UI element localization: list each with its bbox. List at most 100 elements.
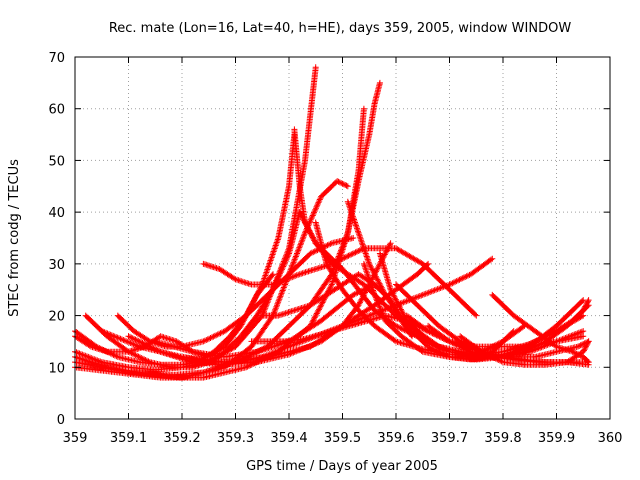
data-point-run [205, 344, 227, 360]
data-point-run [200, 328, 227, 345]
data-point-run [291, 126, 303, 188]
data-point-run [243, 293, 270, 319]
series-27 [259, 271, 394, 319]
data-point-run [446, 271, 473, 288]
data-point-run [500, 359, 526, 368]
data-point-run [382, 317, 404, 339]
data-point-run [114, 353, 141, 365]
data-point-run [296, 209, 318, 245]
data-point-run [232, 354, 264, 366]
data-point-run [371, 281, 393, 302]
data-point-run [350, 282, 377, 298]
data-point-run [302, 65, 319, 164]
data-point-run [318, 292, 355, 324]
data-point-run [98, 328, 141, 349]
data-point-run [532, 349, 558, 360]
x-tick-label: 360 [598, 431, 623, 446]
y-tick-label: 20 [48, 310, 65, 325]
y-tick-label: 50 [48, 154, 65, 169]
data-point-run [542, 359, 569, 368]
data-point-run [286, 210, 303, 257]
data-point-run [446, 338, 473, 355]
data-point-run [532, 328, 559, 349]
y-axis-label: STEC from codg / TECUs [7, 159, 22, 317]
x-tick-label: 359.7 [431, 431, 468, 446]
data-point [580, 333, 587, 340]
data-point-run [114, 312, 136, 333]
series-24 [489, 291, 592, 366]
data-point [344, 183, 351, 190]
data-point-run [328, 246, 366, 267]
data-point-run [355, 271, 377, 287]
y-tick-label: 30 [48, 258, 65, 273]
x-tick-label: 359.9 [538, 431, 575, 446]
data-point [580, 328, 587, 335]
data-point-run [457, 333, 484, 354]
x-tick-label: 359.1 [110, 431, 147, 446]
data-point-run [371, 322, 398, 344]
data-point-run [323, 282, 345, 298]
series-26 [114, 235, 357, 350]
x-tick-label: 359.3 [217, 431, 254, 446]
data-point-run [435, 343, 462, 355]
data-point-run [286, 333, 318, 350]
data-point-run [179, 364, 227, 381]
data-point [270, 271, 276, 278]
data-point-run [403, 312, 430, 334]
data-point-run [232, 276, 254, 288]
data-point-run [125, 369, 184, 381]
data-point-run [553, 343, 575, 355]
data-point-run [302, 195, 324, 236]
data-point [387, 297, 394, 304]
data-point-run [221, 324, 243, 350]
data-point-run [307, 292, 329, 309]
data-point-run [398, 333, 425, 354]
data-point-run [259, 344, 291, 360]
data-point-run [221, 334, 243, 355]
data-point-run [98, 359, 130, 370]
axes: 359 359.1 359.2 359.3 359.4 359.5 359.6 359.7 35… [48, 51, 622, 446]
data-point-run [446, 353, 473, 363]
data-point-run [344, 198, 361, 235]
data-point-run [371, 81, 383, 107]
data-point-run [510, 312, 537, 334]
data-point-run [339, 313, 371, 329]
data-point-run [419, 282, 451, 298]
series-17 [200, 245, 480, 319]
data-point-run [553, 318, 575, 335]
data-point [425, 260, 432, 267]
data-point-run [205, 359, 237, 366]
series-21 [425, 322, 592, 366]
y-tick-label: 0 [57, 413, 65, 428]
data-point-run [355, 107, 367, 174]
data-point [409, 333, 415, 340]
data-point [489, 255, 496, 262]
x-tick-label: 359.5 [324, 431, 361, 446]
data-point [312, 64, 319, 71]
data-point-run [521, 339, 548, 355]
data-point [473, 312, 480, 319]
data-point-run [366, 302, 398, 319]
x-tick-label: 359.6 [377, 431, 414, 446]
data-points [72, 64, 592, 381]
data-point-run [179, 353, 211, 365]
data-point-run [393, 281, 420, 308]
data-point-run [510, 339, 537, 355]
data-point-run [146, 338, 168, 350]
data-point-run [200, 260, 221, 272]
data-point-run [500, 323, 527, 345]
data-point-run [360, 245, 398, 252]
data-point [376, 79, 383, 86]
data-point-run [355, 313, 387, 327]
data-point-run [580, 353, 591, 365]
data-point [585, 297, 592, 304]
chart-title: Rec. mate (Lon=16, Lat=40, h=HE), days 3… [109, 21, 572, 36]
y-tick-label: 60 [48, 103, 65, 118]
x-tick-label: 359.8 [484, 431, 521, 446]
data-point-run [237, 313, 259, 340]
data-point [387, 240, 394, 247]
data-point-run [393, 245, 425, 267]
x-tick-label: 359 [63, 431, 88, 446]
data-point-run [189, 348, 211, 360]
data-point-run [312, 323, 344, 340]
